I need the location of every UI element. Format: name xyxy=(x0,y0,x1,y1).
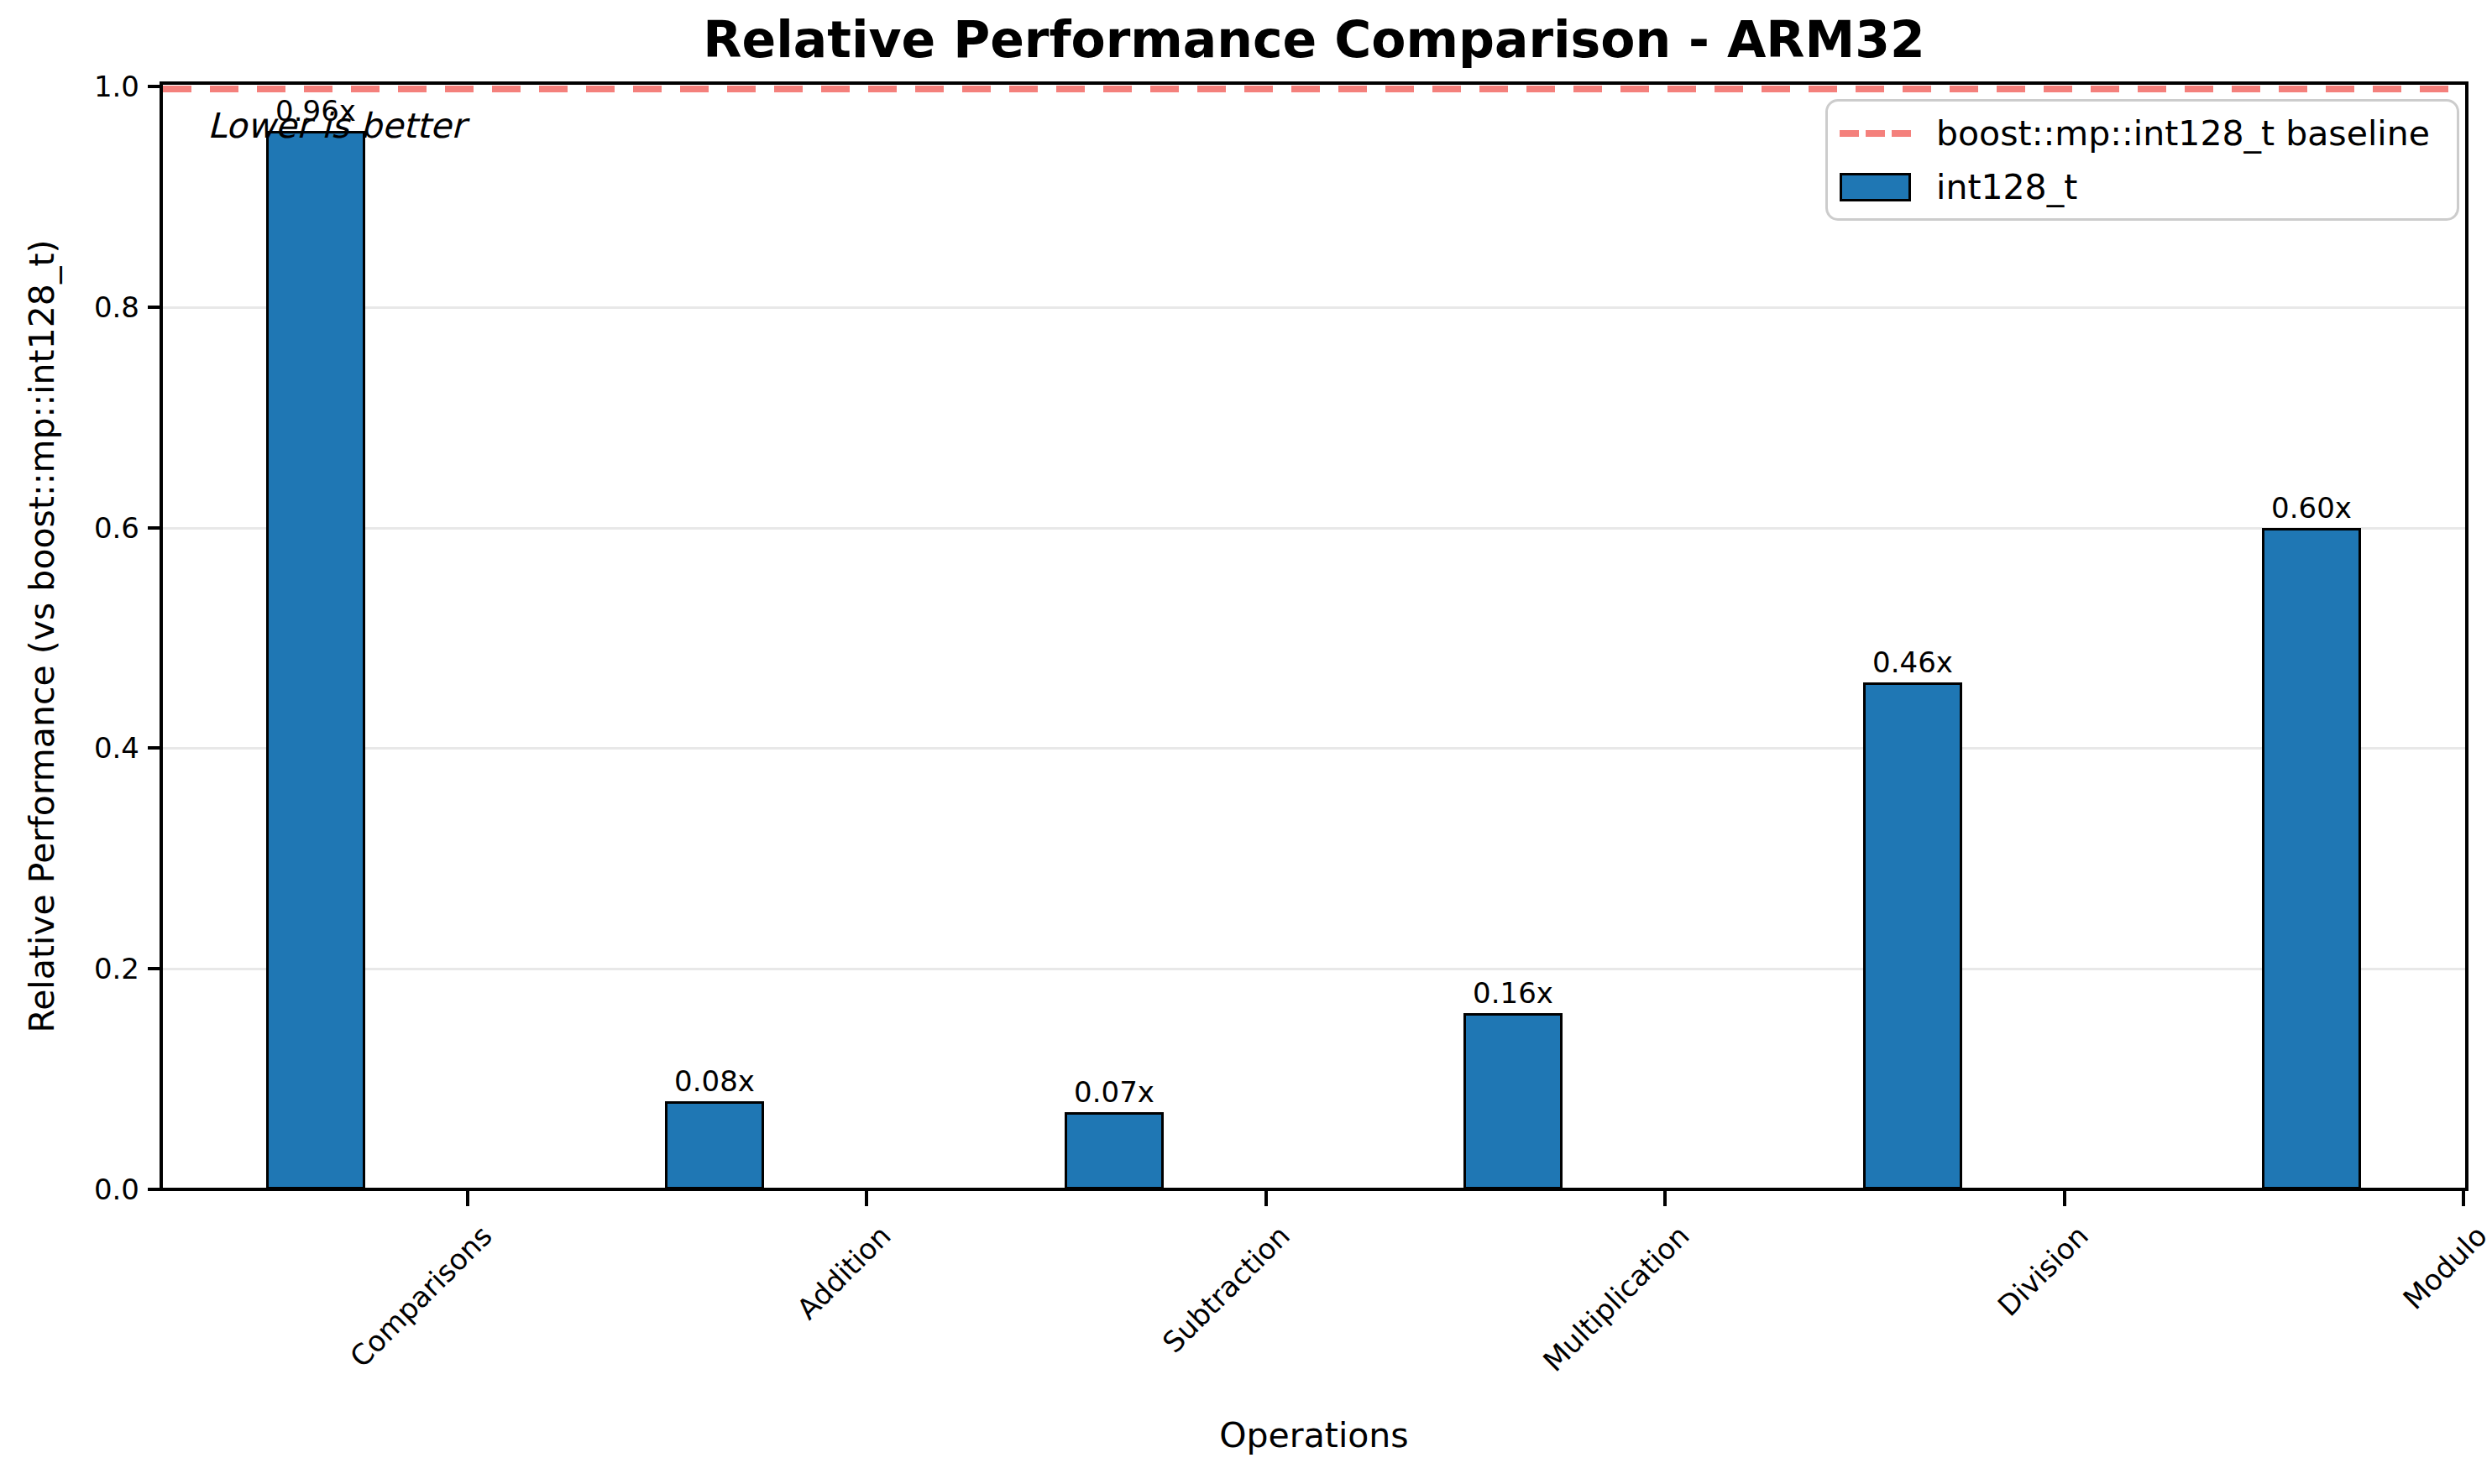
x-tick-mark xyxy=(1663,1191,1667,1206)
x-tick-mark xyxy=(1264,1191,1268,1206)
bar-value-label: 0.07x xyxy=(1022,1075,1207,1109)
y-tick-label: 0.6 xyxy=(0,511,139,545)
x-tick-mark xyxy=(2462,1191,2465,1206)
bar-value-label: 0.46x xyxy=(1820,645,2005,679)
baseline-dash-sample-icon xyxy=(1840,130,1911,137)
x-tick-label: Subtraction xyxy=(1156,1219,1296,1359)
legend-series-label: int128_t xyxy=(1936,167,2077,207)
lower-is-better-annotation: Lower is better xyxy=(207,106,465,146)
legend-entry-baseline: boost::mp::int128_t baseline xyxy=(1840,110,2445,157)
x-tick-mark xyxy=(466,1191,469,1206)
x-tick-mark xyxy=(2063,1191,2066,1206)
y-tick-mark xyxy=(148,526,160,530)
y-axis-label: Relative Performance (vs boost::mp::int1… xyxy=(22,239,62,1032)
y-tick-mark xyxy=(148,746,160,750)
x-tick-label: Division xyxy=(1992,1219,2096,1323)
legend-baseline-label: boost::mp::int128_t baseline xyxy=(1936,113,2430,154)
y-tick-label: 0.2 xyxy=(0,952,139,985)
bar-modulo xyxy=(2262,528,2361,1189)
bar-multiplication xyxy=(1463,1013,1563,1189)
bar-value-label: 0.16x xyxy=(1421,976,1605,1010)
bar-addition xyxy=(665,1101,764,1189)
figure: Relative Performance Comparison - ARM32 … xyxy=(0,0,2492,1484)
y-tick-mark xyxy=(148,1188,160,1191)
x-tick-label: Comparisons xyxy=(343,1219,499,1374)
x-tick-label: Modulo xyxy=(2397,1219,2492,1316)
x-tick-label: Addition xyxy=(790,1219,898,1326)
y-tick-mark xyxy=(148,85,160,88)
x-axis-label: Operations xyxy=(160,1415,2468,1455)
plot-area xyxy=(160,81,2468,1191)
bar-value-label: 0.60x xyxy=(2219,491,2404,525)
legend-entry-series: int128_t xyxy=(1840,164,2445,211)
x-tick-mark xyxy=(865,1191,868,1206)
y-tick-label: 0.8 xyxy=(0,290,139,324)
y-tick-label: 0.4 xyxy=(0,731,139,765)
bar-division xyxy=(1863,682,1962,1189)
bar-value-label: 0.08x xyxy=(622,1064,807,1098)
x-tick-label: Multiplication xyxy=(1537,1219,1696,1378)
y-tick-mark xyxy=(148,967,160,970)
bar-comparisons xyxy=(266,131,365,1189)
y-tick-label: 1.0 xyxy=(0,70,139,103)
baseline-dashed-line xyxy=(163,86,2465,92)
bar-subtraction xyxy=(1065,1112,1164,1189)
y-tick-label: 0.0 xyxy=(0,1173,139,1206)
chart-title: Relative Performance Comparison - ARM32 xyxy=(160,12,2468,67)
legend: boost::mp::int128_t baseline int128_t xyxy=(1825,99,2459,221)
y-tick-mark xyxy=(148,306,160,309)
series-color-patch-icon xyxy=(1840,173,1911,201)
